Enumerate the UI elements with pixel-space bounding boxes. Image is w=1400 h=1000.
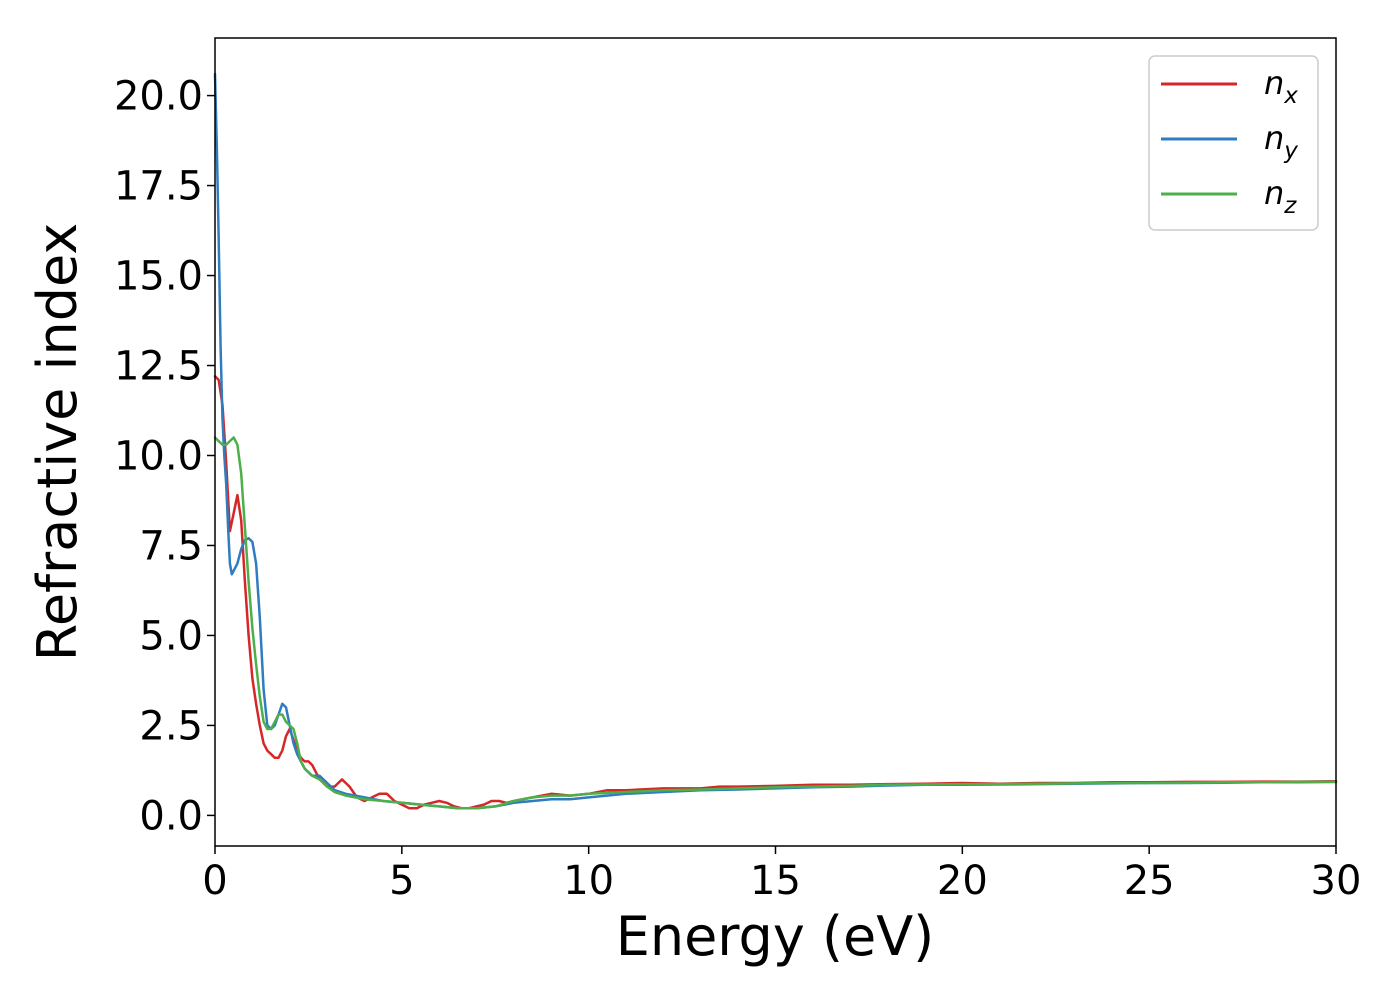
- legend-box: [1148, 55, 1319, 231]
- legend: nx ny nz: [1148, 55, 1319, 231]
- y-tick-label: 17.5: [114, 164, 203, 210]
- y-tick-label: 12.5: [114, 344, 203, 390]
- y-tick-label: 10.0: [114, 433, 203, 479]
- x-tick-label: 25: [1124, 858, 1175, 904]
- x-axis-title: Energy (eV): [616, 905, 935, 968]
- legend-label-nx: nx: [1264, 64, 1298, 109]
- series-line-nx: [213, 375, 1338, 810]
- y-tick-label: 2.5: [139, 703, 203, 749]
- y-tick-label: 0.0: [139, 793, 203, 839]
- x-axis-ticks: 0 5 10 15 20 25 30: [202, 846, 1361, 904]
- x-tick-label: 5: [389, 858, 414, 904]
- x-tick-label: 10: [563, 858, 614, 904]
- series-line-nz: [213, 436, 1338, 810]
- x-tick-label: 0: [202, 858, 227, 904]
- y-axis-ticks: 0.0 2.5 5.0 7.5 10.0 12.5 15.0 17.5 20.0: [114, 74, 215, 839]
- y-axis-title: Refractive index: [26, 223, 89, 662]
- y-tick-label: 7.5: [139, 523, 203, 569]
- y-tick-label: 15.0: [114, 254, 203, 300]
- x-tick-label: 15: [750, 858, 801, 904]
- legend-label-nz: nz: [1264, 174, 1297, 219]
- x-tick-label: 30: [1311, 858, 1362, 904]
- y-tick-label: 5.0: [139, 613, 203, 659]
- x-tick-label: 20: [937, 858, 988, 904]
- y-tick-label: 20.0: [114, 74, 203, 120]
- series-layer: [213, 72, 1338, 810]
- legend-label-ny: ny: [1264, 119, 1298, 164]
